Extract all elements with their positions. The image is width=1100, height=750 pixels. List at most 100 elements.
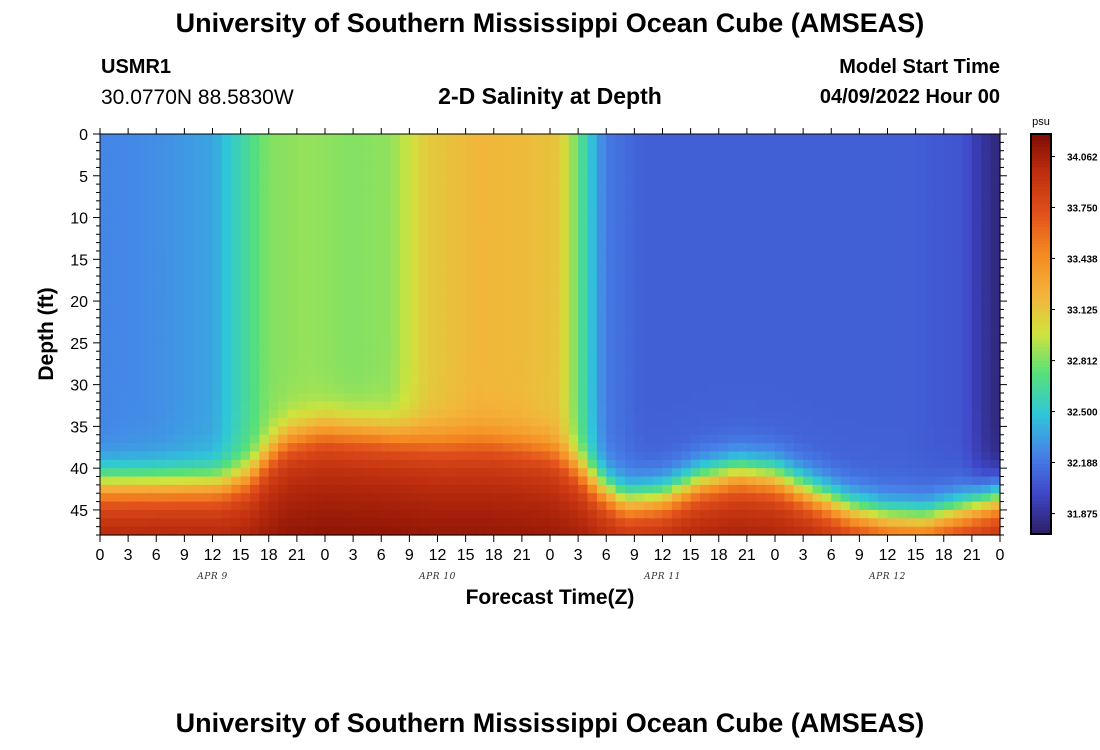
heatmap-cell — [803, 426, 814, 436]
heatmap-cell — [109, 184, 120, 194]
heatmap-cell — [728, 184, 739, 194]
heatmap-cell — [109, 167, 120, 177]
heatmap-cell — [137, 476, 148, 486]
heatmap-cell — [296, 175, 307, 185]
heatmap-cell — [653, 392, 664, 402]
heatmap-cell — [268, 217, 279, 227]
heatmap-cell — [512, 493, 523, 503]
heatmap-cell — [343, 284, 354, 294]
heatmap-cell — [437, 518, 448, 528]
heatmap-cell — [878, 309, 889, 319]
heatmap-cell — [203, 134, 214, 143]
heatmap-cell — [306, 200, 317, 210]
heatmap-cell — [765, 376, 776, 386]
heatmap-cell — [212, 376, 223, 386]
heatmap-cell — [371, 209, 382, 219]
heatmap-cell — [437, 384, 448, 394]
heatmap-cell — [446, 317, 457, 327]
colorbar-segment — [1031, 514, 1051, 518]
heatmap-cell — [643, 409, 654, 419]
heatmap-cell — [381, 134, 392, 143]
heatmap-cell — [212, 459, 223, 469]
heatmap-cell — [962, 217, 973, 227]
heatmap-cell — [184, 526, 195, 536]
heatmap-cell — [887, 426, 898, 436]
heatmap-cell — [493, 493, 504, 503]
heatmap-cell — [325, 150, 335, 160]
heatmap-cell — [690, 167, 701, 177]
heatmap-cell — [175, 259, 185, 269]
heatmap-cell — [765, 484, 776, 494]
heatmap-cell — [765, 384, 776, 394]
heatmap-cell — [812, 284, 823, 294]
heatmap-cell — [250, 242, 260, 252]
heatmap-cell — [578, 326, 589, 336]
heatmap-cell — [540, 259, 551, 269]
heatmap-cell — [643, 284, 654, 294]
heatmap-cell — [203, 317, 214, 327]
heatmap-cell — [334, 267, 345, 277]
heatmap-cell — [850, 134, 860, 143]
heatmap-cell — [896, 326, 907, 336]
heatmap-cell — [737, 142, 748, 152]
heatmap-cell — [390, 259, 401, 269]
heatmap-cell — [540, 392, 551, 402]
heatmap-cell — [625, 376, 635, 386]
heatmap-cell — [175, 192, 185, 202]
heatmap-cell — [578, 150, 589, 160]
heatmap-cell — [100, 200, 110, 210]
heatmap-cell — [268, 334, 279, 344]
heatmap-cell — [325, 501, 335, 511]
heatmap-cell — [343, 468, 354, 478]
heatmap-cell — [259, 392, 270, 402]
heatmap-cell — [915, 200, 926, 210]
heatmap-cell — [625, 326, 635, 336]
heatmap-cell — [456, 384, 467, 394]
heatmap-cell — [606, 301, 617, 311]
heatmap-cell — [578, 493, 589, 503]
heatmap-cell — [803, 159, 814, 169]
heatmap-cell — [493, 276, 504, 285]
heatmap-cell — [456, 493, 467, 503]
x-tick-label: 0 — [321, 547, 330, 564]
heatmap-cell — [446, 167, 457, 177]
heatmap-cell — [568, 351, 579, 361]
heatmap-cell — [634, 484, 645, 494]
colorbar-segment — [1031, 530, 1051, 535]
heatmap-cell — [868, 134, 879, 143]
heatmap-cell — [287, 167, 298, 177]
heatmap-cell — [709, 484, 720, 494]
heatmap-cell — [896, 184, 907, 194]
colorbar-segment — [1031, 154, 1051, 158]
heatmap-cell — [446, 175, 457, 185]
heatmap-cell — [925, 367, 935, 377]
heatmap-cell — [990, 250, 1001, 260]
heatmap-cell — [709, 476, 720, 486]
heatmap-cell — [915, 384, 926, 394]
heatmap-cell — [381, 526, 392, 536]
heatmap-cell — [193, 509, 204, 519]
colorbar-unit: psu — [1032, 116, 1050, 128]
heatmap-cell — [878, 392, 889, 402]
heatmap-cell — [971, 192, 982, 202]
colorbar-segment — [1031, 467, 1051, 472]
heatmap-cell — [165, 434, 176, 444]
heatmap-cell — [840, 526, 851, 536]
heatmap-cell — [325, 518, 335, 528]
heatmap-cell — [118, 217, 129, 227]
heatmap-cell — [971, 376, 982, 386]
heatmap-cell — [409, 175, 420, 185]
heatmap-cell — [550, 326, 560, 336]
heatmap-cell — [268, 493, 279, 503]
heatmap-cell — [746, 317, 757, 327]
heatmap-cell — [306, 242, 317, 252]
heatmap-cell — [531, 509, 542, 519]
heatmap-cell — [175, 342, 185, 352]
heatmap-cell — [456, 476, 467, 486]
heatmap-cell — [240, 209, 251, 219]
heatmap-cell — [878, 284, 889, 294]
heatmap-cell — [390, 250, 401, 260]
heatmap-cell — [643, 200, 654, 210]
heatmap-cell — [981, 334, 992, 344]
heatmap-cell — [953, 493, 964, 503]
